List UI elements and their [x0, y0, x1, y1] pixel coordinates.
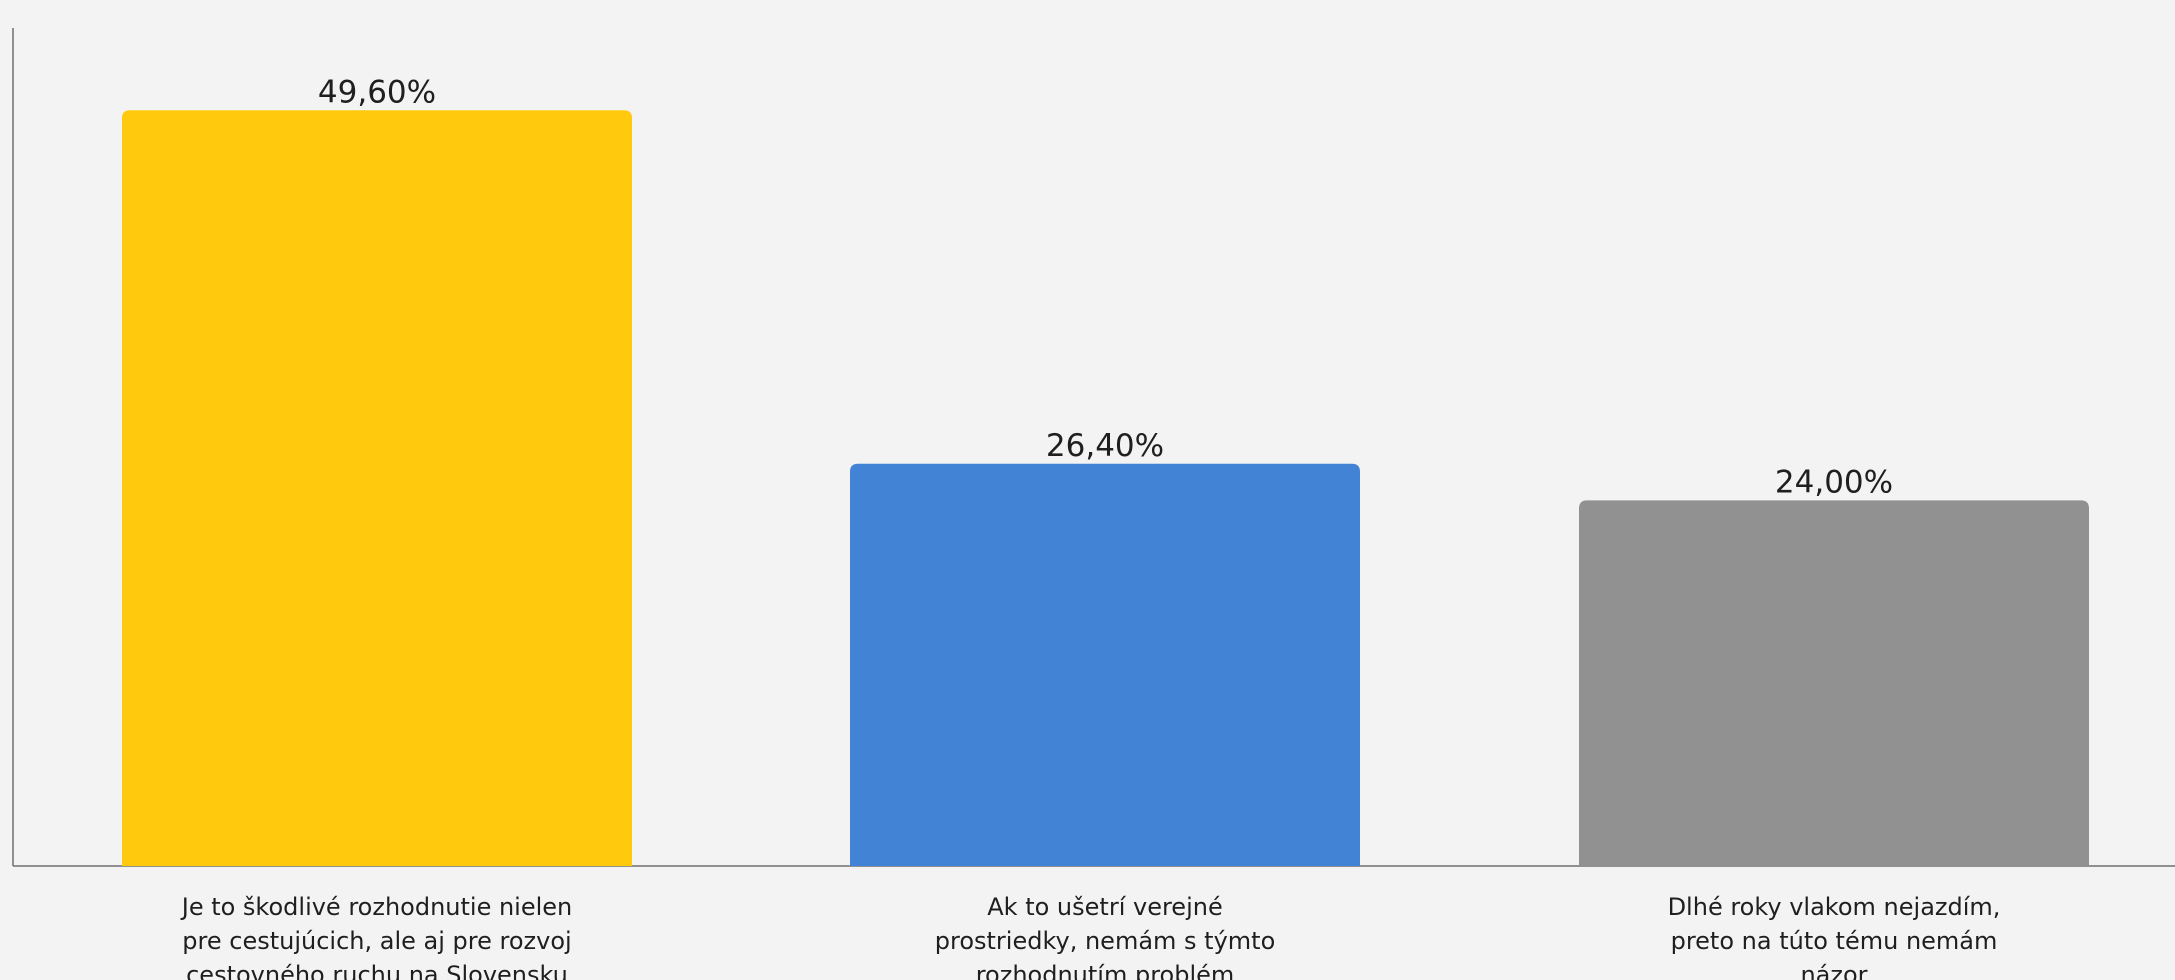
category-label-line: preto na túto tému nemám: [1671, 927, 1998, 955]
category-label-1: Je to škodlivé rozhodnutie nielen pre ces…: [180, 893, 573, 980]
value-label-2: 26,40%: [1046, 428, 1164, 464]
value-label-3: 24,00%: [1775, 464, 1893, 500]
category-label-2: Ak to ušetrí verejné prostriedky, nemám s…: [935, 893, 1276, 980]
category-label-line: prostriedky, nemám s týmto: [935, 927, 1276, 955]
bar-3: [1579, 500, 2089, 866]
bar-2: [850, 463, 1360, 866]
category-label-3: Dlhé roky vlakom nejazdím, preto na túto …: [1668, 893, 2001, 980]
value-labels-layer: 49,60% 26,40% 24,00%: [318, 74, 1893, 500]
bars-layer: [122, 110, 2089, 866]
category-label-line: Dlhé roky vlakom nejazdím,: [1668, 893, 2001, 921]
category-labels-layer: Je to škodlivé rozhodnutie nielen pre ces…: [180, 893, 2001, 980]
category-label-line: Je to škodlivé rozhodnutie nielen: [180, 893, 573, 921]
category-label-line: rozhodnutím problém: [976, 961, 1235, 980]
category-label-line: pre cestujúcich, ale aj pre rozvoj: [182, 927, 571, 955]
category-label-line: cestovného ruchu na Slovensku: [186, 961, 568, 980]
value-label-1: 49,60%: [318, 74, 436, 110]
category-label-line: Ak to ušetrí verejné: [987, 893, 1222, 921]
bar-1: [122, 110, 632, 866]
category-label-line: názor: [1800, 961, 1867, 980]
